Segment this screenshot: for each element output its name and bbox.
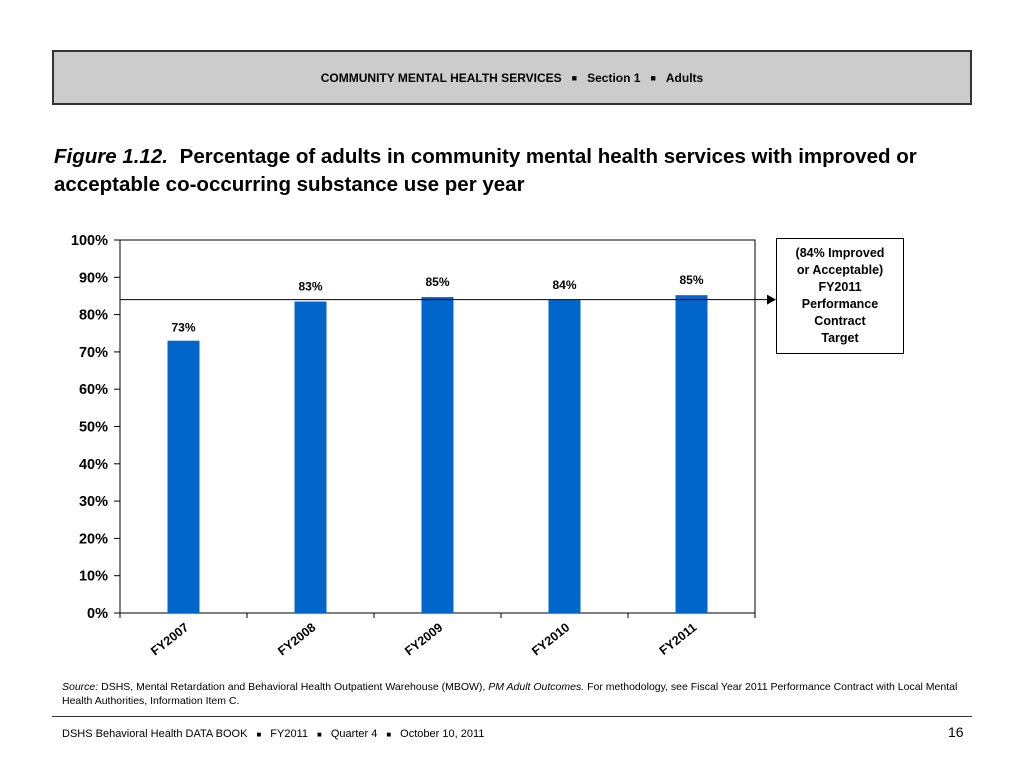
- footer-separator-icon: ■: [386, 729, 392, 739]
- header-separator-icon: ■: [571, 72, 578, 83]
- y-tick-label: 70%: [79, 345, 108, 361]
- y-tick-label: 10%: [79, 569, 108, 585]
- target-label-line: Contract: [814, 314, 866, 328]
- x-tick-label: FY2009: [402, 620, 445, 658]
- section-header: COMMUNITY MENTAL HEALTH SERVICES ■ Secti…: [52, 50, 972, 105]
- x-tick-label: FY2007: [148, 620, 191, 658]
- x-tick-label: FY2008: [275, 620, 318, 658]
- data-label: 84%: [552, 278, 576, 292]
- footer-divider: [52, 716, 972, 717]
- target-label-line: Target: [821, 331, 859, 345]
- y-tick-label: 60%: [79, 382, 108, 398]
- y-tick-label: 80%: [79, 308, 108, 324]
- data-label: 85%: [425, 275, 449, 289]
- y-tick-label: 90%: [79, 270, 108, 286]
- bar: [421, 297, 454, 613]
- data-label: 73%: [171, 321, 195, 335]
- y-tick-label: 100%: [71, 233, 108, 249]
- x-tick-label: FY2010: [529, 620, 572, 658]
- header-separator-icon: ■: [650, 72, 656, 83]
- footer-book: DSHS Behavioral Health DATA BOOK: [62, 728, 248, 740]
- y-tick-label: 50%: [79, 420, 108, 436]
- footer-date: October 10, 2011: [400, 728, 485, 740]
- figure-title-text: Percentage of adults in community mental…: [54, 145, 917, 196]
- bar: [548, 300, 581, 613]
- y-tick-label: 20%: [79, 531, 108, 547]
- source-methodology: For methodology, see Fiscal Year 2011 Pe…: [62, 681, 958, 707]
- header-part: Section 1: [587, 70, 641, 85]
- bar-chart: 0% 10% 20% 30% 40% 50% 60% 70% 80% 90% 100% 73% FY20…: [71, 233, 776, 658]
- y-tick-label: 0%: [87, 606, 108, 622]
- x-tick-label: FY2011: [657, 620, 700, 658]
- y-tick-label: 40%: [79, 457, 108, 473]
- target-annotation-box: (84% Improved or Acceptable) FY2011 Perform…: [776, 238, 904, 354]
- source-text: DSHS, Mental Retardation and Behavioral …: [101, 681, 486, 693]
- target-label-line: FY2011: [818, 280, 862, 294]
- footer-quarter: Quarter 4: [330, 728, 378, 740]
- figure-label: Figure 1.12.: [54, 145, 168, 168]
- target-label-line: Performance: [801, 297, 879, 311]
- header-topic: Adults: [665, 70, 704, 85]
- source-label: Source:: [62, 681, 99, 693]
- footer: DSHS Behavioral Health DATA BOOK ■ FY201…: [62, 728, 484, 740]
- target-label-line: or Acceptable): [796, 263, 884, 277]
- source-note: Source: DSHS, Mental Retardation and Beh…: [62, 680, 962, 708]
- data-label: 83%: [298, 280, 322, 294]
- data-label: 85%: [679, 273, 703, 287]
- bar: [167, 340, 200, 613]
- footer-separator-icon: ■: [256, 729, 262, 739]
- bar: [675, 295, 708, 613]
- bar: [294, 301, 327, 613]
- target-label-line: (84% Improved: [795, 246, 885, 260]
- header-section: COMMUNITY MENTAL HEALTH SERVICES: [320, 70, 562, 85]
- y-tick-label: 30%: [79, 494, 108, 510]
- page-number: 16: [948, 724, 964, 740]
- figure-title: Figure 1.12. Percentage of adults in com…: [54, 143, 954, 199]
- target-arrow-icon: [767, 294, 776, 305]
- footer-separator-icon: ■: [317, 729, 322, 739]
- source-publication: PM Adult Outcomes.: [488, 681, 585, 693]
- footer-fy: FY2011: [270, 728, 309, 740]
